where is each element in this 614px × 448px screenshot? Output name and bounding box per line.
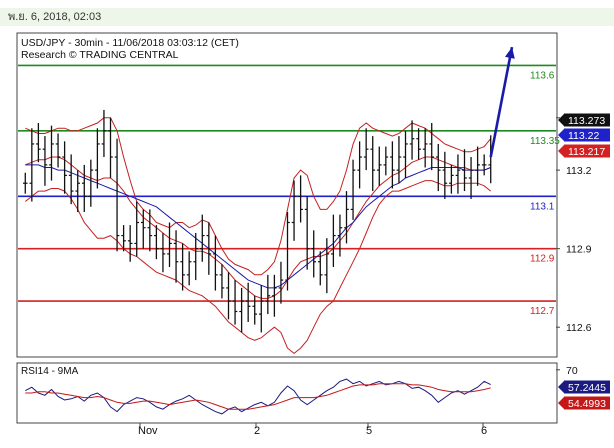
- rsi-badge-1: 54.4993: [558, 396, 610, 410]
- bollinger-upper-line: [25, 117, 492, 276]
- level-label-4: 112.7: [530, 306, 555, 317]
- price-panel-frame: [16, 32, 558, 358]
- price-layer: 113.6 113.35 113.1 112.9 112.7: [18, 46, 560, 355]
- level-label-0: 113.6: [530, 70, 555, 81]
- price-badge-pointer-0: [558, 114, 564, 126]
- price-badge-label-1: 113.22: [568, 130, 599, 142]
- rsi-tick-label-0: 70: [566, 365, 578, 377]
- rsi-badge-box-0: [564, 380, 610, 394]
- x-tick-label-2: 5: [366, 425, 372, 437]
- level-label-1: 113.35: [530, 136, 560, 147]
- x-tick-label-1: 2: [254, 425, 260, 437]
- price-badge-box-2: [564, 144, 610, 158]
- rsi-badge-label-0: 57.2445: [568, 382, 606, 394]
- rsi-series-1: [25, 383, 491, 410]
- price-badge-box-1: [564, 128, 610, 142]
- rsi-badge-pointer-0: [558, 381, 564, 393]
- price-badge-0: 113.273: [558, 113, 610, 127]
- x-tick-label-0: Nov: [138, 425, 158, 437]
- rsi-series-0: [25, 378, 491, 415]
- timestamp-text: พ.ย. 6, 2018, 02:03: [8, 11, 102, 23]
- rsi-badge-label-1: 54.4993: [568, 398, 606, 410]
- rsi-layer: [25, 378, 491, 415]
- moving-average-line: [25, 164, 491, 289]
- chart-subtitle: Research © TRADING CENTRAL: [21, 49, 179, 61]
- bollinger-middle-line: [25, 156, 491, 299]
- rsi-badge-0: 57.2445: [558, 380, 610, 394]
- projection-arrow-head: [505, 47, 515, 59]
- price-badge-box-0: [564, 113, 610, 127]
- rsi-badge-pointer-1: [558, 397, 564, 409]
- price-tick-label-1: 113.2: [566, 165, 592, 177]
- price-tick-label-2: 112.9: [566, 244, 592, 256]
- level-label-2: 113.1: [530, 201, 555, 212]
- price-badge-1: 113.22: [558, 128, 610, 142]
- x-tick-label-3: 6: [481, 425, 487, 437]
- level-label-3: 112.9: [530, 254, 555, 265]
- projection-arrow-line: [489, 46, 514, 158]
- price-badge-label-2: 113.217: [568, 146, 605, 158]
- price-badge-2: 113.217: [558, 144, 610, 158]
- price-badge-label-0: 113.273: [568, 115, 605, 127]
- price-badge-pointer-1: [558, 129, 564, 141]
- timestamp-bar: พ.ย. 6, 2018, 02:03: [0, 8, 614, 26]
- price-tick-label-3: 112.6: [566, 322, 592, 334]
- axes-layer: 113.4113.2112.9112.6113.273113.22113.217…: [138, 113, 610, 437]
- bollinger-lower-line: [24, 180, 492, 355]
- chart-title: USD/JPY - 30min - 11/06/2018 03:03:12 (C…: [21, 37, 239, 49]
- price-badge-pointer-2: [558, 145, 564, 157]
- rsi-badge-box-1: [564, 396, 610, 410]
- rsi-title: RSI14 - 9MA: [21, 366, 79, 377]
